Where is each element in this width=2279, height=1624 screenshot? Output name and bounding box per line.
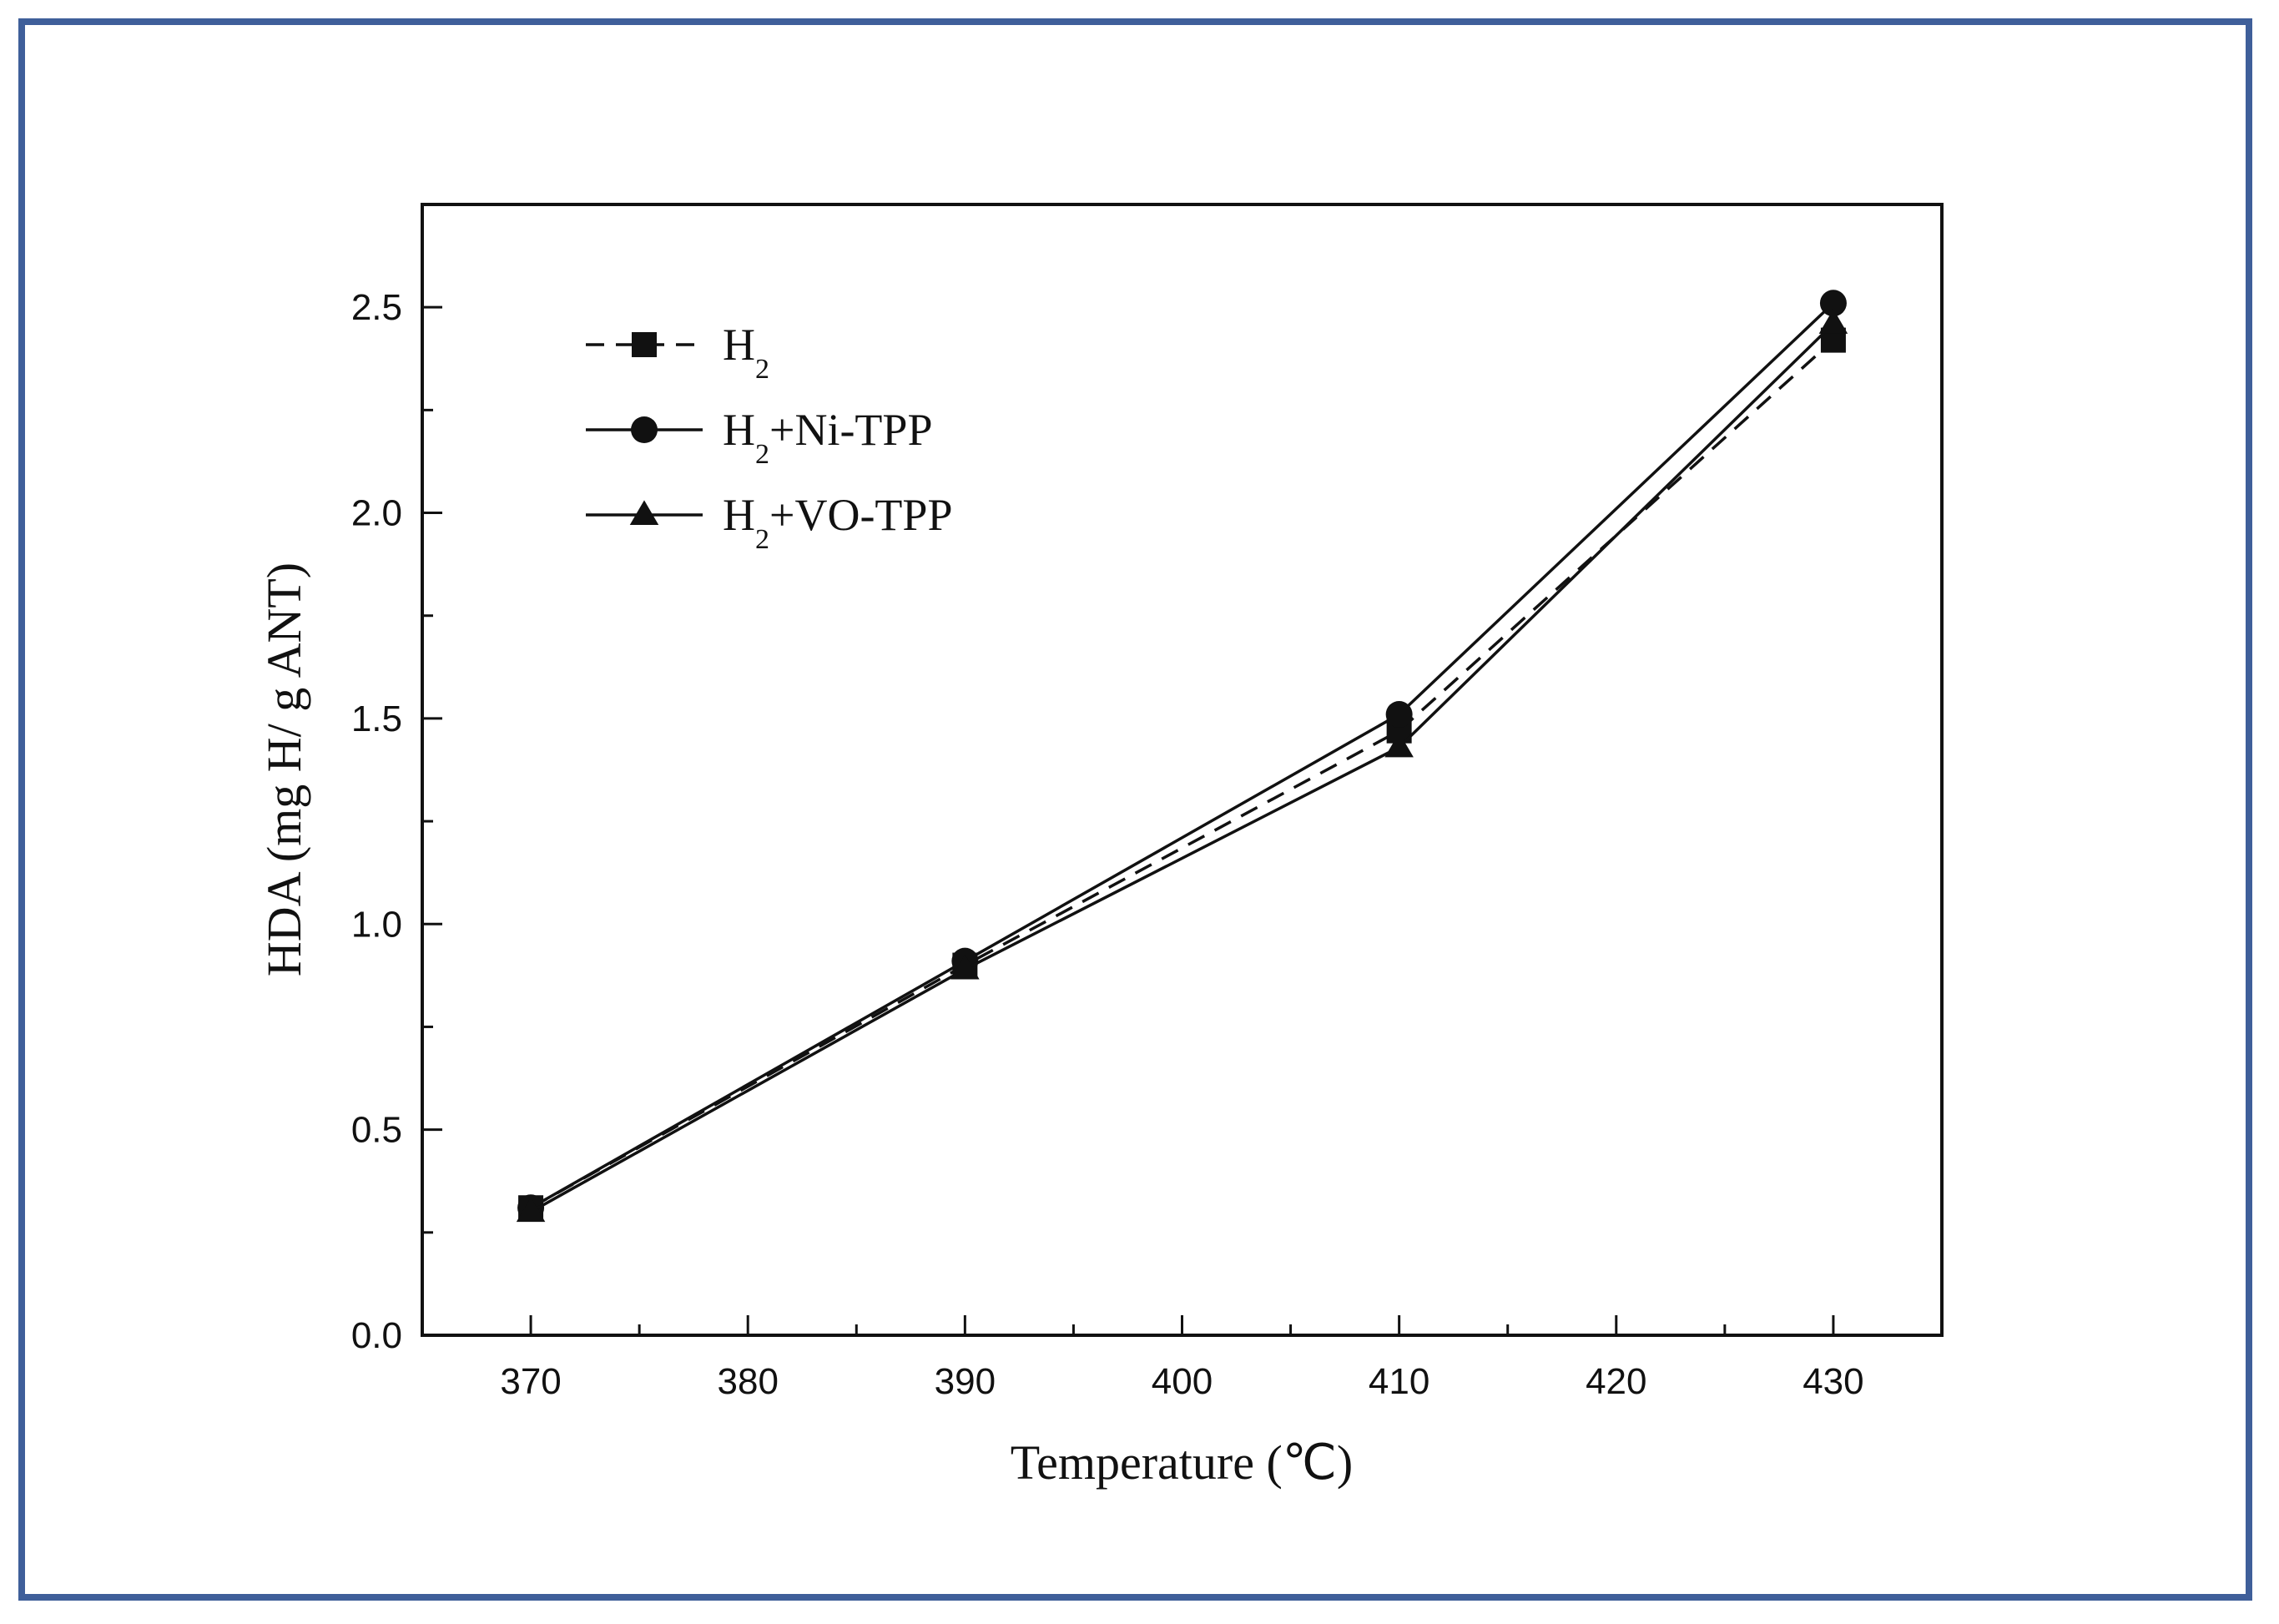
data-point-circle bbox=[1819, 290, 1847, 317]
series-line-triangle bbox=[530, 322, 1835, 1213]
x-axis-title: Temperature (℃) bbox=[1011, 1435, 1353, 1490]
series-line-square bbox=[530, 339, 1835, 1209]
y-tick-label: 2.5 bbox=[351, 287, 402, 328]
x-tick-label: 410 bbox=[1369, 1361, 1429, 1402]
series-layer bbox=[516, 290, 1848, 1223]
x-tick-label: 370 bbox=[500, 1361, 561, 1402]
legend-label: H2 bbox=[723, 320, 769, 385]
y-tick-label: 0.0 bbox=[351, 1315, 402, 1356]
y-axis-title: HDA (mg H/ g ANT) bbox=[257, 562, 311, 976]
legend-marker-circle bbox=[631, 416, 658, 443]
x-tick-label: 400 bbox=[1152, 1361, 1213, 1402]
series-line-circle bbox=[530, 301, 1835, 1209]
y-axis: 0.0 0.5 1.0 1.5 2.0 2.5 bbox=[351, 203, 442, 1356]
y-tick-label: 2.0 bbox=[351, 493, 402, 534]
legend-label: H2+VO-TPP bbox=[723, 490, 952, 555]
data-point-circle bbox=[1385, 700, 1413, 728]
data-point-triangle bbox=[516, 1197, 546, 1223]
y-tick-label: 0.5 bbox=[351, 1110, 402, 1151]
data-point-triangle bbox=[950, 954, 980, 980]
legend-marker-square bbox=[632, 332, 657, 357]
x-tick-label: 430 bbox=[1803, 1361, 1863, 1402]
plot-area-frame bbox=[421, 203, 1944, 1337]
legend-marker-triangle bbox=[629, 500, 659, 525]
y-tick-label: 1.5 bbox=[351, 699, 402, 739]
x-tick-label: 420 bbox=[1586, 1361, 1646, 1402]
data-point-triangle bbox=[1384, 732, 1414, 758]
x-tick-label: 380 bbox=[718, 1361, 779, 1402]
legend: H2 H2+Ni-TPP H2+VO-TPP bbox=[586, 320, 952, 555]
x-tick-label: 390 bbox=[935, 1361, 996, 1402]
x-axis: 370 380 390 400 410 420 430 bbox=[500, 1315, 1864, 1402]
legend-label: H2+Ni-TPP bbox=[723, 405, 933, 470]
y-tick-label: 1.0 bbox=[351, 904, 402, 945]
data-point-triangle bbox=[1818, 309, 1848, 334]
